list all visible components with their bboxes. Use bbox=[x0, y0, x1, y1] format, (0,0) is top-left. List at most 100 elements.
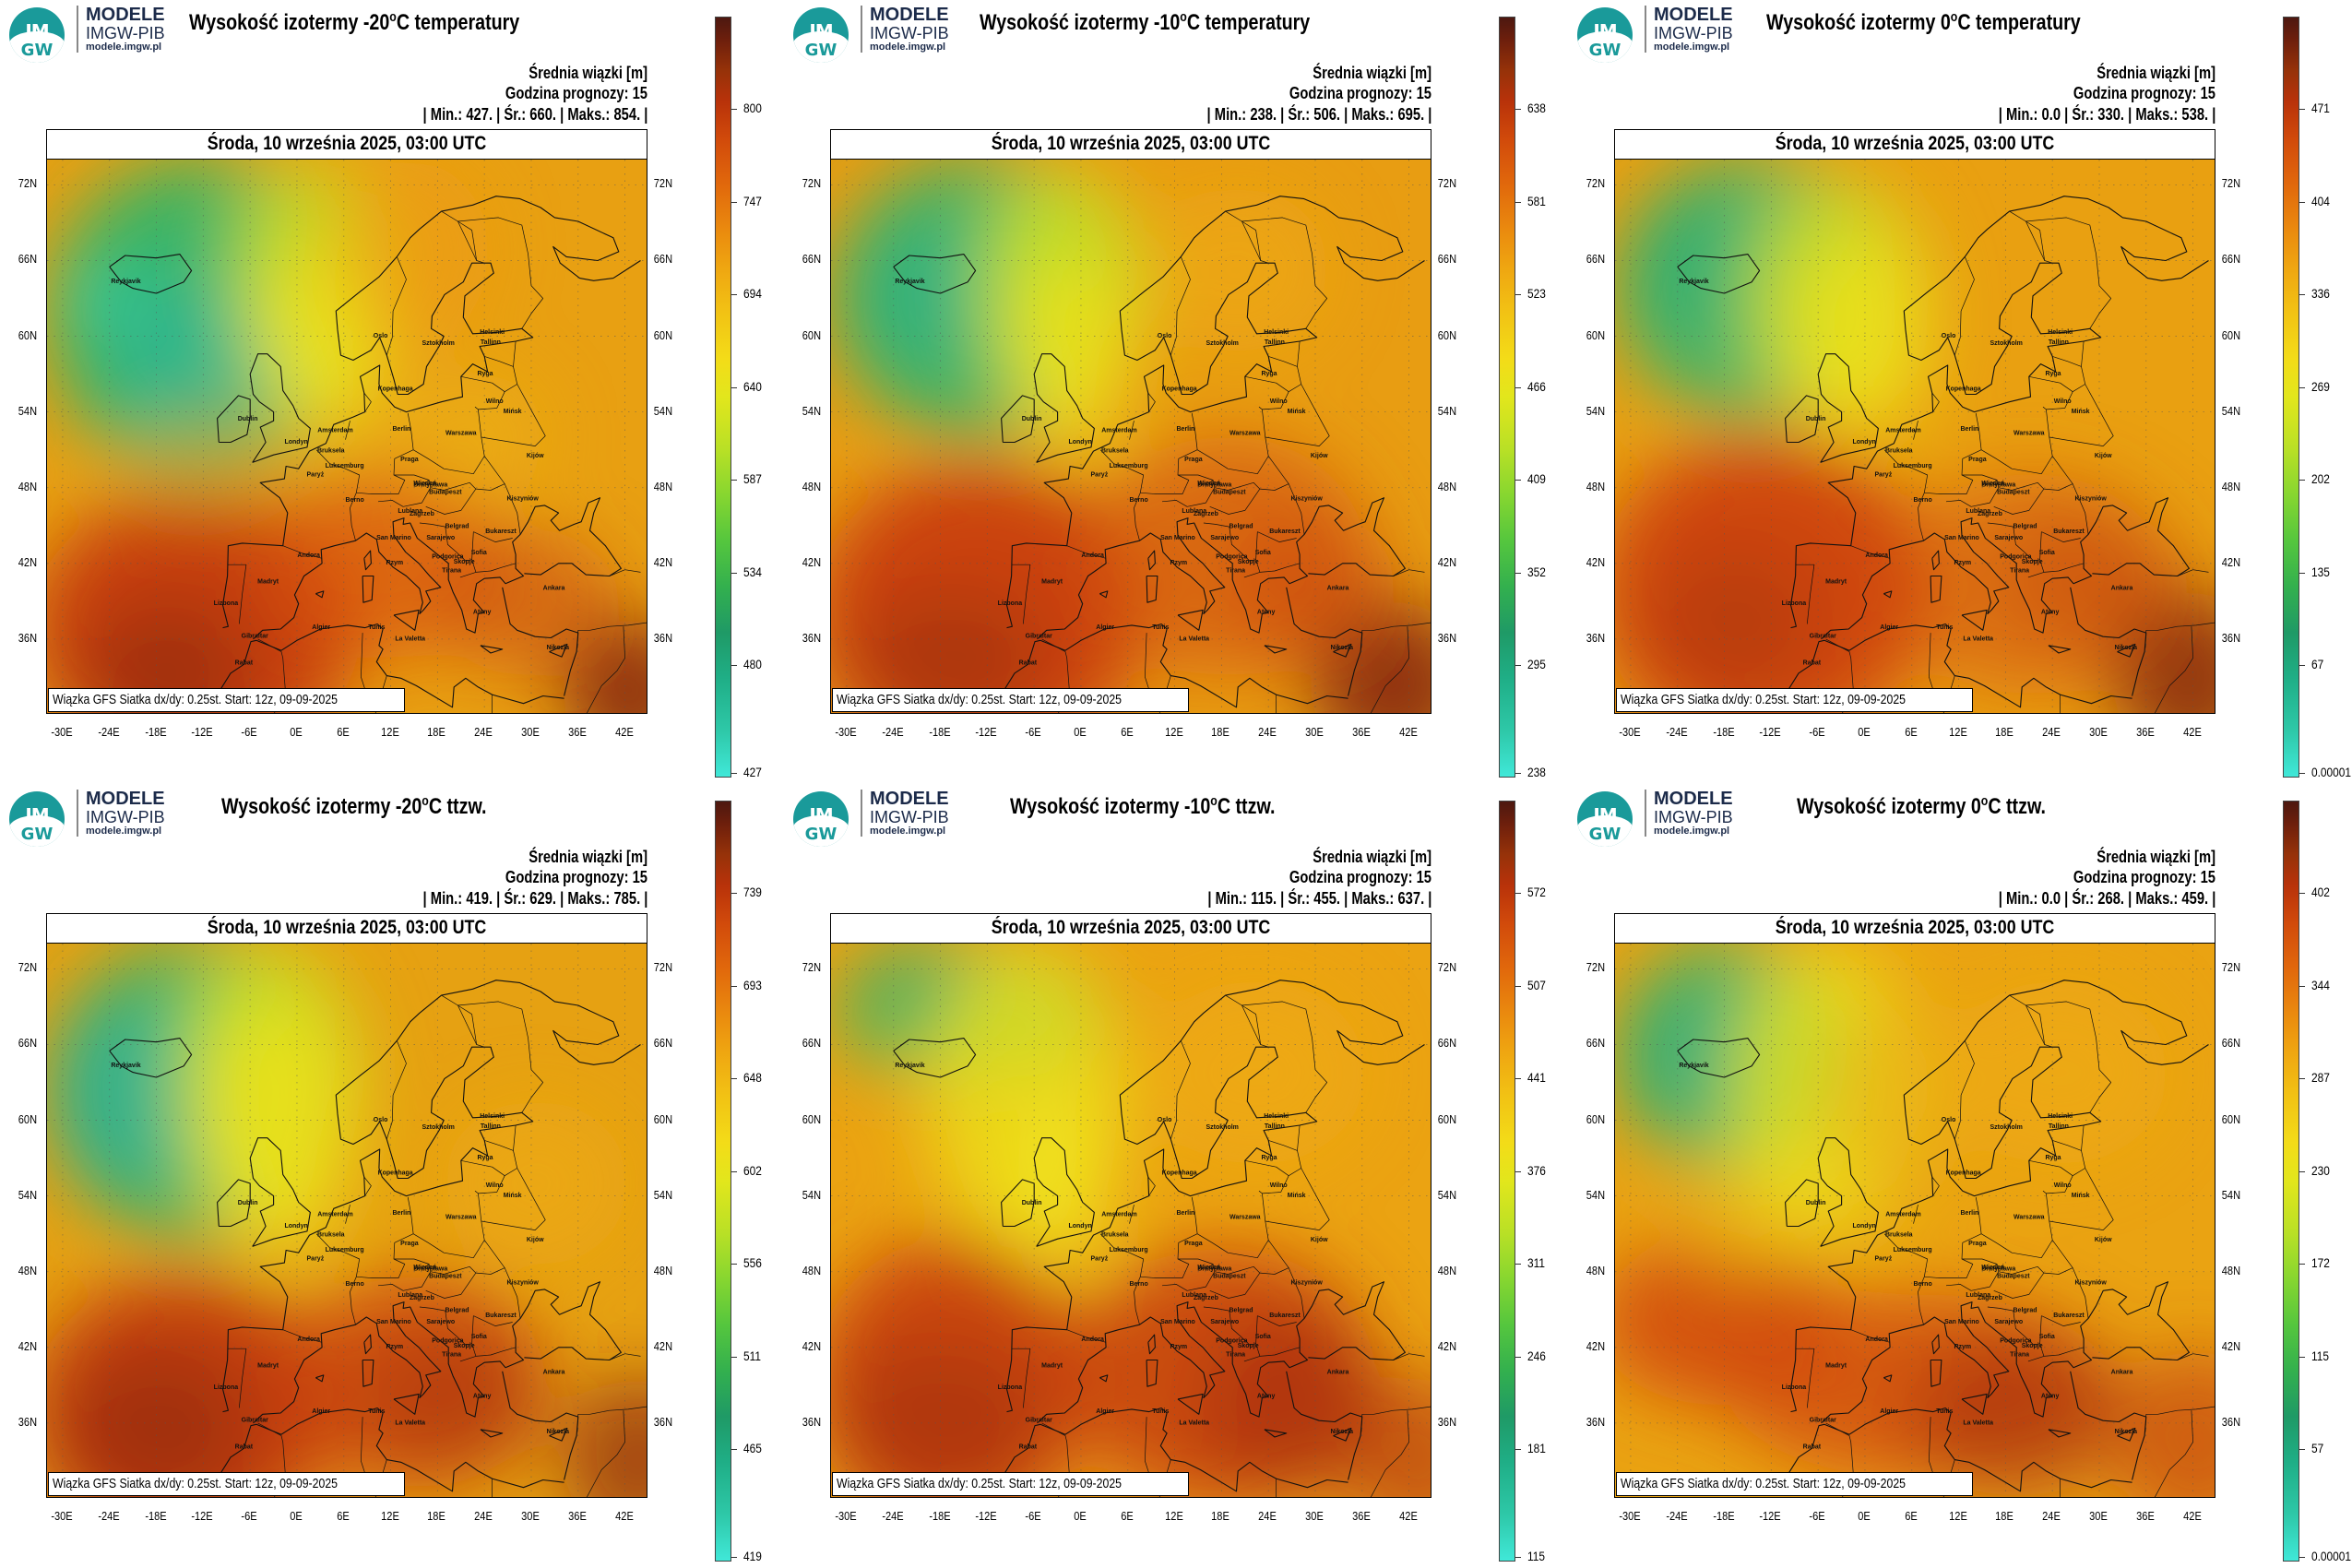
city-label: Kijów bbox=[1311, 1237, 1328, 1243]
coastline bbox=[2048, 645, 2072, 654]
colorbar-tick-label: 404 bbox=[2311, 193, 2330, 208]
colorbar-tick-label: 172 bbox=[2311, 1255, 2330, 1270]
date-bar: Środa, 10 września 2025, 03:00 UTC bbox=[1614, 913, 2215, 943]
border-line bbox=[1241, 1001, 1328, 1113]
colorbar bbox=[1499, 801, 1515, 1562]
title-pre: Wysokość izotermy -10 bbox=[980, 10, 1181, 35]
map-area[interactable]: Reykjavik Oslo Sztokholm Helsinki Tallinn Ryg… bbox=[1614, 943, 2215, 1498]
coastline bbox=[220, 1407, 564, 1493]
border-line bbox=[2177, 569, 2209, 576]
lat-label: 66N bbox=[1437, 1036, 1457, 1051]
colorbar-tick bbox=[2299, 480, 2305, 481]
city-label: Luksemburg bbox=[1110, 463, 1148, 469]
colorbar-tick bbox=[1515, 480, 1521, 481]
city-label: Ankara bbox=[1327, 586, 1349, 592]
lon-label: 24E bbox=[2042, 1509, 2061, 1523]
city-label: Berno bbox=[1914, 497, 1932, 504]
city-label: Paryż bbox=[1875, 471, 1893, 478]
coastline bbox=[893, 254, 977, 294]
colorbar-tick bbox=[2299, 201, 2305, 203]
city-label: Wilno bbox=[1270, 1182, 1288, 1189]
colorbar-tick bbox=[2299, 1557, 2305, 1558]
lat-label: 48N bbox=[653, 479, 673, 493]
border-line bbox=[2049, 1168, 2114, 1230]
map-area[interactable]: Reykjavik Oslo Sztokholm Helsinki Tallinn Ryg… bbox=[46, 943, 647, 1498]
imgw-logo-icon: IM GW bbox=[9, 7, 65, 63]
border-line bbox=[2025, 217, 2112, 329]
lat-label: 42N bbox=[2221, 1338, 2241, 1353]
map-area[interactable]: Reykjavik Oslo Sztokholm Helsinki Tallinn Ryg… bbox=[46, 159, 647, 714]
lon-label: 0E bbox=[1858, 725, 1871, 739]
lon-label: 42E bbox=[1398, 725, 1418, 739]
city-label: Madryt bbox=[1825, 579, 1847, 586]
colorbar-tick-label: 638 bbox=[1527, 101, 1546, 115]
lon-label: 30E bbox=[1305, 725, 1324, 739]
colorbar-tick-label: 336 bbox=[2311, 286, 2330, 301]
city-label: Ryga bbox=[477, 1155, 493, 1161]
border-line bbox=[1931, 1176, 1940, 1196]
colorbar-tick-label: 507 bbox=[1527, 977, 1546, 992]
border-line bbox=[1980, 406, 2053, 475]
map-panel-5: IM GW MODELE IMGW-PIB modele.imgw.pl Wys… bbox=[784, 784, 1568, 1568]
lat-label: 66N bbox=[18, 1036, 38, 1051]
city-label: Budapeszt bbox=[429, 1274, 462, 1280]
brand-org: IMGW-PIB bbox=[1654, 24, 1733, 42]
city-label: Berno bbox=[346, 1281, 364, 1288]
coastline bbox=[549, 643, 568, 658]
border-line bbox=[227, 1348, 247, 1408]
colorbar-tick bbox=[2299, 985, 2305, 987]
city-label: Zagrzeb bbox=[1194, 511, 1218, 517]
city-label: San Marino bbox=[376, 535, 411, 541]
map-area[interactable]: Reykjavik Oslo Sztokholm Helsinki Tallinn Ryg… bbox=[830, 159, 1431, 714]
lon-label: -12E bbox=[975, 1509, 998, 1523]
city-label: Kijów bbox=[527, 1237, 544, 1243]
info-block: Średnia wiązki [m] Godzina prognozy: 15 bbox=[1289, 63, 1431, 103]
city-label: Bratysława bbox=[1197, 481, 1231, 488]
city-label: Zagrzeb bbox=[1978, 511, 2002, 517]
lon-label: 42E bbox=[2182, 1509, 2202, 1523]
map-area[interactable]: Reykjavik Oslo Sztokholm Helsinki Tallinn Ryg… bbox=[830, 943, 1431, 1498]
city-label: Zagrzeb bbox=[410, 1295, 434, 1301]
map-area[interactable]: Reykjavik Oslo Sztokholm Helsinki Tallinn Ryg… bbox=[1614, 159, 2215, 714]
lon-label: 24E bbox=[1258, 725, 1277, 739]
lon-label: -6E bbox=[1809, 725, 1825, 739]
colorbar-tick bbox=[1515, 386, 1521, 388]
city-label: Kiszyniów bbox=[2075, 1279, 2108, 1286]
coastline bbox=[1001, 395, 1035, 444]
city-label: Tunis bbox=[1936, 624, 1953, 631]
coastline bbox=[1817, 353, 1879, 463]
brand-name: MODELE bbox=[870, 5, 949, 25]
imgw-logo-icon: IM GW bbox=[9, 791, 65, 847]
field-blob bbox=[859, 593, 1043, 713]
brand-org: IMGW-PIB bbox=[870, 808, 949, 826]
date-text: Środa, 10 września 2025, 03:00 UTC bbox=[991, 133, 1271, 154]
coastline bbox=[1146, 575, 1158, 603]
forecast-hour: Godzina prognozy: 15 bbox=[1289, 868, 1431, 886]
border-line bbox=[1795, 1348, 1815, 1408]
city-label: La Valetta bbox=[1963, 636, 1993, 642]
border-line bbox=[282, 1329, 323, 1343]
coastline bbox=[1930, 575, 1942, 603]
city-label: Podgorica bbox=[1216, 553, 1247, 560]
border-line bbox=[363, 392, 372, 412]
coastline bbox=[1788, 1407, 2132, 1493]
footer-note: Wiązka GFS Siatka dx/dy: 0.25st. Start: … bbox=[832, 1472, 1189, 1496]
border-line bbox=[1883, 449, 1929, 541]
border-line bbox=[315, 1233, 361, 1325]
stats-line: | Min.: 0.0 | Śr.: 330. | Maks.: 538. | bbox=[1998, 105, 2215, 124]
city-label: Wiedeń bbox=[1981, 481, 2004, 487]
city-label: Amsterdam bbox=[1101, 1212, 1137, 1218]
city-label: Zagrzeb bbox=[1978, 1295, 2002, 1301]
city-label: Podgorica bbox=[2000, 1337, 2031, 1344]
border-line bbox=[1993, 481, 2045, 515]
colorbar-tick bbox=[1515, 985, 1521, 987]
coastline bbox=[2070, 587, 2147, 696]
date-bar: Środa, 10 września 2025, 03:00 UTC bbox=[46, 913, 647, 943]
info-block: Średnia wiązki [m] Godzina prognozy: 15 bbox=[2073, 847, 2215, 887]
city-label: Bukareszt bbox=[485, 529, 517, 535]
colorbar-tick bbox=[1515, 1356, 1521, 1358]
coastline bbox=[221, 980, 641, 1413]
brand-org: IMGW-PIB bbox=[86, 24, 165, 42]
city-label: Andora bbox=[1865, 552, 1888, 559]
lon-label: -12E bbox=[1759, 725, 1782, 739]
